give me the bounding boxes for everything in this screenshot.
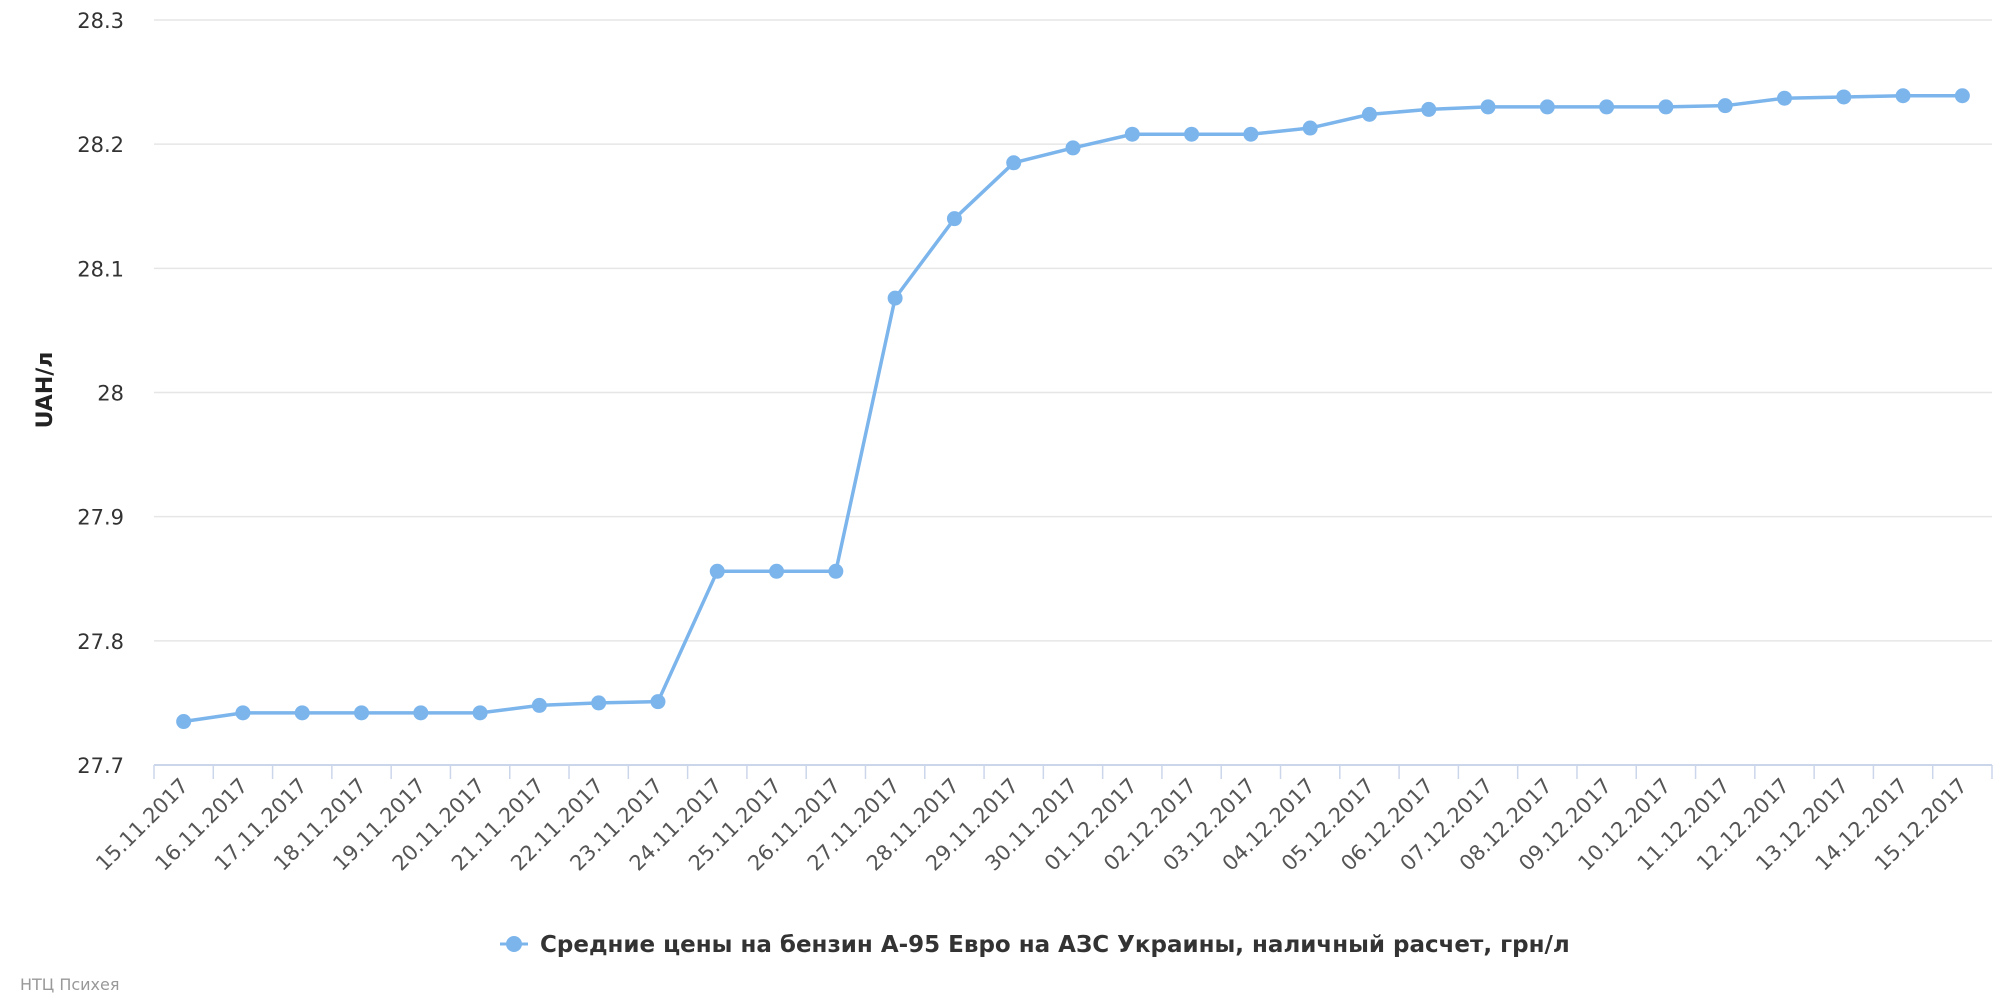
data-point[interactable] — [591, 695, 607, 711]
series-line — [183, 93, 1963, 724]
y-tick-label: 28.1 — [77, 257, 124, 281]
data-point[interactable] — [1717, 98, 1733, 114]
y-tick-label: 28.2 — [77, 133, 124, 157]
data-point[interactable] — [472, 705, 488, 721]
data-point[interactable] — [1184, 126, 1200, 142]
series-group — [176, 88, 1970, 730]
y-tick-label: 27.8 — [77, 630, 124, 654]
data-point[interactable] — [1065, 140, 1081, 156]
data-point[interactable] — [1895, 88, 1911, 104]
data-point[interactable] — [1539, 99, 1555, 115]
data-point[interactable] — [946, 211, 962, 227]
data-point[interactable] — [828, 563, 844, 579]
data-point[interactable] — [709, 563, 725, 579]
grid-lines — [154, 19, 1992, 642]
y-axis-label: UAH/л — [33, 352, 58, 429]
data-point[interactable] — [531, 697, 547, 713]
legend[interactable]: Средние цены на бензин А-95 Евро на АЗС … — [500, 932, 1570, 958]
data-point[interactable] — [1836, 89, 1852, 105]
y-tick-label: 28.3 — [77, 9, 124, 33]
data-point[interactable] — [294, 705, 310, 721]
data-point[interactable] — [1124, 126, 1140, 142]
data-point[interactable] — [650, 694, 666, 710]
data-point[interactable] — [1599, 99, 1615, 115]
data-point[interactable] — [1421, 101, 1437, 117]
data-point[interactable] — [887, 290, 903, 306]
data-point[interactable] — [1480, 99, 1496, 115]
legend-label[interactable]: Средние цены на бензин А-95 Евро на АЗС … — [540, 932, 1570, 958]
legend-marker-icon — [506, 936, 522, 952]
data-point[interactable] — [413, 705, 429, 721]
data-point[interactable] — [1243, 126, 1259, 142]
data-point[interactable] — [769, 563, 785, 579]
data-point[interactable] — [1954, 88, 1970, 104]
data-point[interactable] — [354, 705, 370, 721]
credits-text[interactable]: НТЦ Психея — [20, 975, 120, 994]
data-point[interactable] — [1006, 155, 1022, 171]
data-point[interactable] — [1658, 99, 1674, 115]
y-tick-label: 27.7 — [77, 754, 124, 778]
data-point[interactable] — [235, 705, 251, 721]
y-tick-label: 27.9 — [77, 506, 124, 530]
x-axis: 15.11.201716.11.201717.11.201718.11.2017… — [91, 764, 1993, 876]
y-tick-label: 28 — [97, 382, 124, 406]
data-point[interactable] — [176, 714, 192, 730]
data-point[interactable] — [1776, 90, 1792, 106]
data-point[interactable] — [1302, 120, 1318, 136]
y-axis-ticks: 27.7 27.8 27.9 28 28.1 28.2 28.3 — [77, 9, 124, 778]
data-point[interactable] — [1361, 106, 1377, 122]
